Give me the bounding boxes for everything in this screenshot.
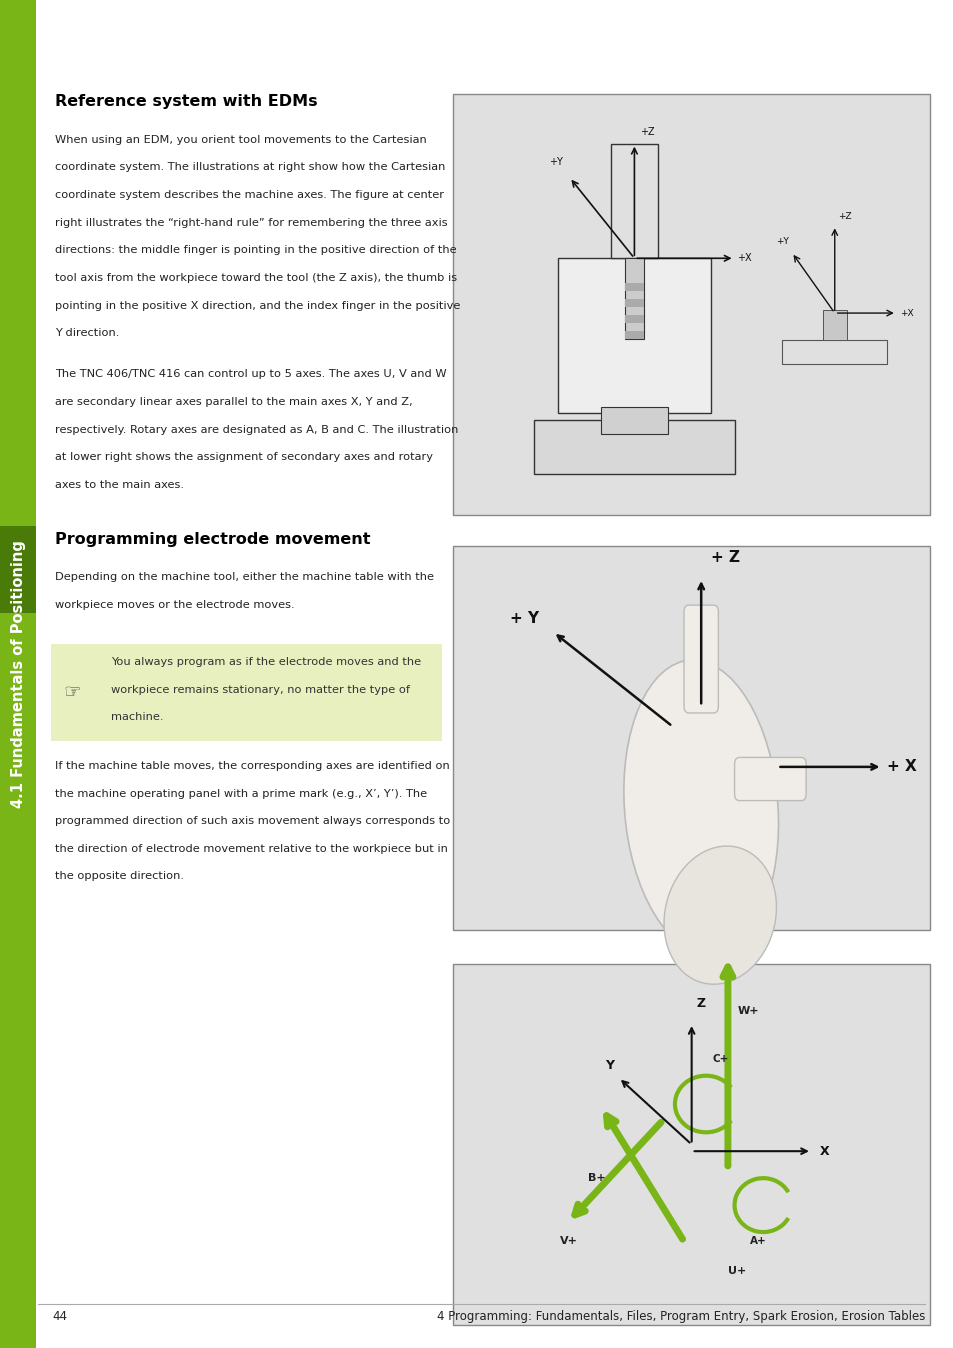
Ellipse shape (663, 847, 776, 984)
Bar (600, 407, 667, 434)
Text: programmed direction of such axis movement always corresponds to: programmed direction of such axis moveme… (55, 816, 450, 826)
Text: Programming electrode movement: Programming electrode movement (55, 531, 371, 547)
Text: Z: Z (696, 996, 705, 1010)
Ellipse shape (623, 661, 778, 954)
Text: W+: W+ (737, 1006, 759, 1016)
Bar (822, 310, 846, 340)
Text: If the machine table moves, the corresponding axes are identified on: If the machine table moves, the correspo… (55, 760, 450, 771)
Bar (453, 94, 929, 515)
Text: tool axis from the workpiece toward the tool (the Z axis), the thumb is: tool axis from the workpiece toward the … (55, 272, 457, 283)
Text: directions: the middle finger is pointing in the positive direction of the: directions: the middle finger is pointin… (55, 245, 456, 255)
Text: workpiece remains stationary, no matter the type of: workpiece remains stationary, no matter … (111, 685, 409, 694)
Text: workpiece moves or the electrode moves.: workpiece moves or the electrode moves. (55, 600, 294, 609)
Text: the machine operating panel with a prime mark (e.g., X’, Y’). The: the machine operating panel with a prime… (55, 789, 427, 798)
Text: U+: U+ (727, 1266, 746, 1275)
Bar (624, 283, 643, 291)
Bar (624, 259, 643, 340)
Text: A+: A+ (749, 1236, 766, 1246)
Text: at lower right shows the assignment of secondary axes and rotary: at lower right shows the assignment of s… (55, 452, 433, 462)
Text: axes to the main axes.: axes to the main axes. (55, 480, 184, 489)
Text: 44: 44 (52, 1310, 68, 1324)
Text: +Z: +Z (838, 213, 851, 221)
Bar (610, 144, 658, 259)
Text: V+: V+ (559, 1236, 578, 1246)
Text: B+: B+ (588, 1173, 605, 1184)
Text: coordinate system. The illustrations at right show how the Cartesian: coordinate system. The illustrations at … (55, 162, 445, 173)
Text: + Z: + Z (710, 550, 739, 565)
Text: The TNC 406/TNC 416 can control up to 5 axes. The axes U, V and W: The TNC 406/TNC 416 can control up to 5 … (55, 369, 447, 379)
Text: Y: Y (605, 1058, 614, 1072)
Bar (624, 315, 643, 324)
Bar (558, 259, 710, 414)
Text: + X: + X (886, 759, 916, 774)
Bar (624, 299, 643, 307)
Text: 4 Programming: Fundamentals, Files, Program Entry, Spark Erosion, Erosion Tables: 4 Programming: Fundamentals, Files, Prog… (436, 1310, 924, 1324)
Text: machine.: machine. (111, 712, 163, 723)
Text: + Y: + Y (509, 611, 538, 625)
Text: pointing in the positive X direction, and the index finger in the positive: pointing in the positive X direction, an… (55, 301, 460, 310)
Text: +X: +X (899, 309, 912, 318)
Text: respectively. Rotary axes are designated as A, B and C. The illustration: respectively. Rotary axes are designated… (55, 425, 458, 434)
Text: When using an EDM, you orient tool movements to the Cartesian: When using an EDM, you orient tool movem… (55, 135, 427, 144)
Text: 4.1 Fundamentals of Positioning: 4.1 Fundamentals of Positioning (10, 541, 26, 807)
FancyBboxPatch shape (734, 758, 805, 801)
Text: the direction of electrode movement relative to the workpiece but in: the direction of electrode movement rela… (55, 844, 448, 853)
FancyBboxPatch shape (781, 340, 886, 364)
Text: You always program as if the electrode moves and the: You always program as if the electrode m… (111, 656, 420, 667)
Bar (0, 0, 36, 1348)
Bar (624, 332, 643, 340)
Text: X: X (819, 1144, 828, 1158)
Text: +Z: +Z (639, 127, 654, 137)
Bar (51, 643, 441, 740)
Text: the opposite direction.: the opposite direction. (55, 871, 184, 882)
Text: Reference system with EDMs: Reference system with EDMs (55, 94, 317, 109)
Text: +Y: +Y (548, 156, 562, 167)
Bar (453, 546, 929, 930)
Bar (534, 421, 734, 474)
Text: are secondary linear axes parallel to the main axes X, Y and Z,: are secondary linear axes parallel to th… (55, 396, 413, 407)
Text: ☞: ☞ (63, 682, 80, 702)
Text: Depending on the machine tool, either the machine table with the: Depending on the machine tool, either th… (55, 572, 434, 582)
Text: +X: +X (737, 253, 751, 263)
Text: +Y: +Y (776, 237, 788, 245)
Text: Y direction.: Y direction. (55, 328, 119, 338)
Text: C+: C+ (712, 1054, 728, 1064)
Bar (0, 526, 36, 613)
Text: coordinate system describes the machine axes. The figure at center: coordinate system describes the machine … (55, 190, 444, 200)
Bar (453, 964, 929, 1325)
Text: right illustrates the “right-hand rule” for remembering the three axis: right illustrates the “right-hand rule” … (55, 217, 448, 228)
FancyBboxPatch shape (683, 605, 718, 713)
